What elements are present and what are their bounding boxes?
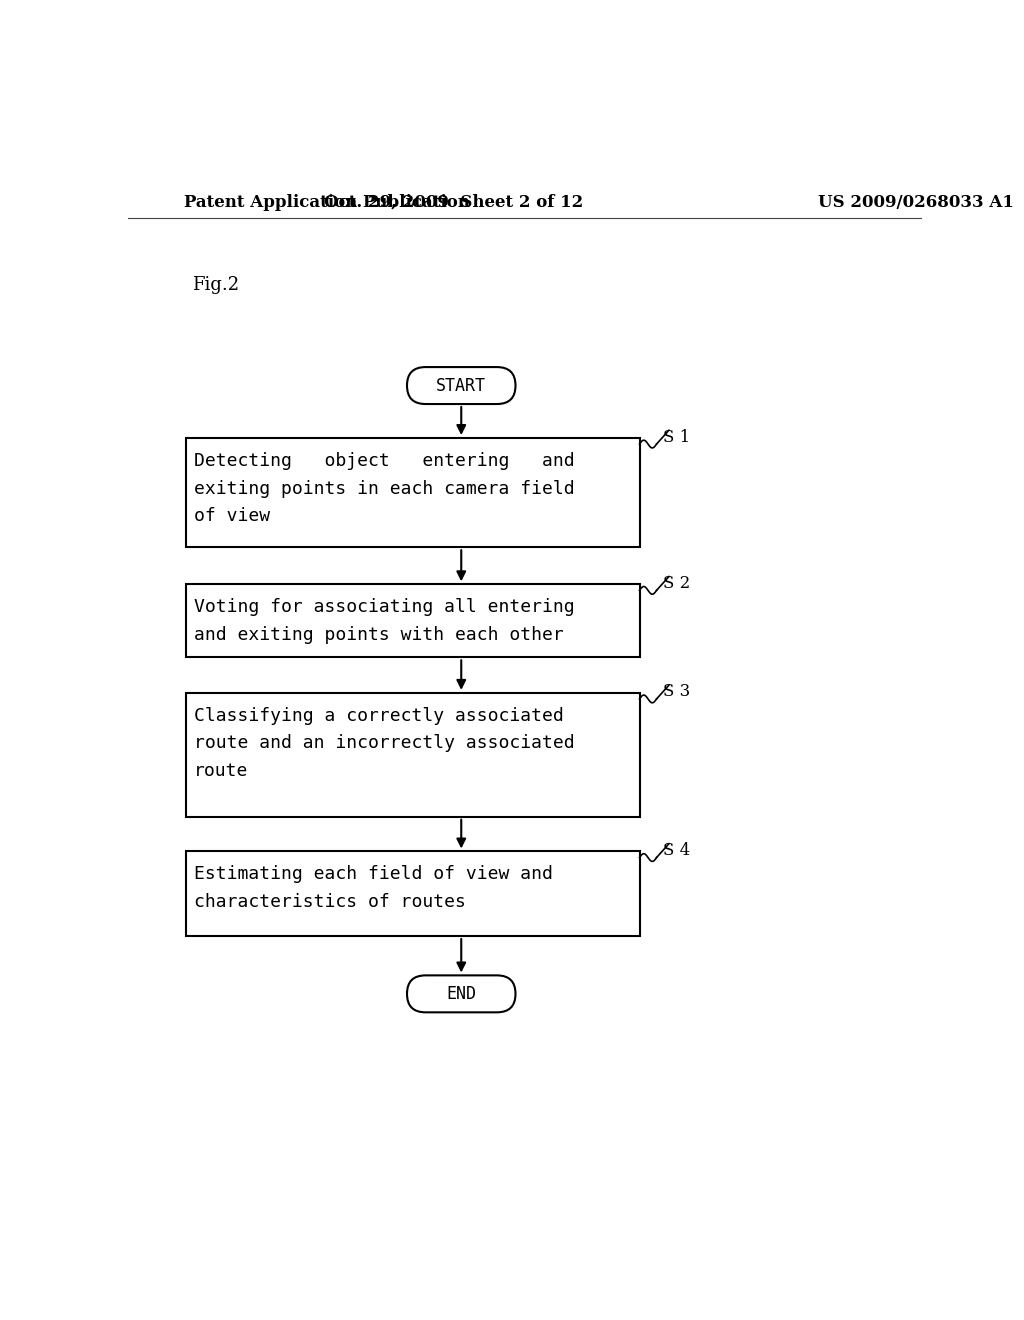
Text: Fig.2: Fig.2: [191, 276, 239, 294]
FancyBboxPatch shape: [407, 367, 515, 404]
Text: END: END: [446, 985, 476, 1003]
Bar: [186, 585, 640, 657]
Text: Classifying a correctly associated
route and an incorrectly associated
route: Classifying a correctly associated route…: [194, 706, 574, 780]
Text: S 2: S 2: [663, 576, 690, 591]
Text: S 4: S 4: [663, 842, 690, 859]
Text: Oct. 29, 2009  Sheet 2 of 12: Oct. 29, 2009 Sheet 2 of 12: [324, 194, 583, 211]
Text: S 3: S 3: [663, 684, 690, 701]
Bar: [186, 438, 640, 548]
Text: START: START: [436, 376, 486, 395]
Text: Detecting   object   entering   and
exiting points in each camera field
of view: Detecting object entering and exiting po…: [194, 451, 574, 525]
Text: Voting for associating all entering
and exiting points with each other: Voting for associating all entering and …: [194, 598, 574, 644]
Text: Estimating each field of view and
characteristics of routes: Estimating each field of view and charac…: [194, 866, 553, 911]
Text: Patent Application Publication: Patent Application Publication: [183, 194, 470, 211]
Text: S 1: S 1: [663, 429, 690, 446]
FancyBboxPatch shape: [407, 975, 515, 1012]
Bar: [186, 851, 640, 936]
Text: US 2009/0268033 A1: US 2009/0268033 A1: [818, 194, 1014, 211]
Bar: [186, 693, 640, 817]
